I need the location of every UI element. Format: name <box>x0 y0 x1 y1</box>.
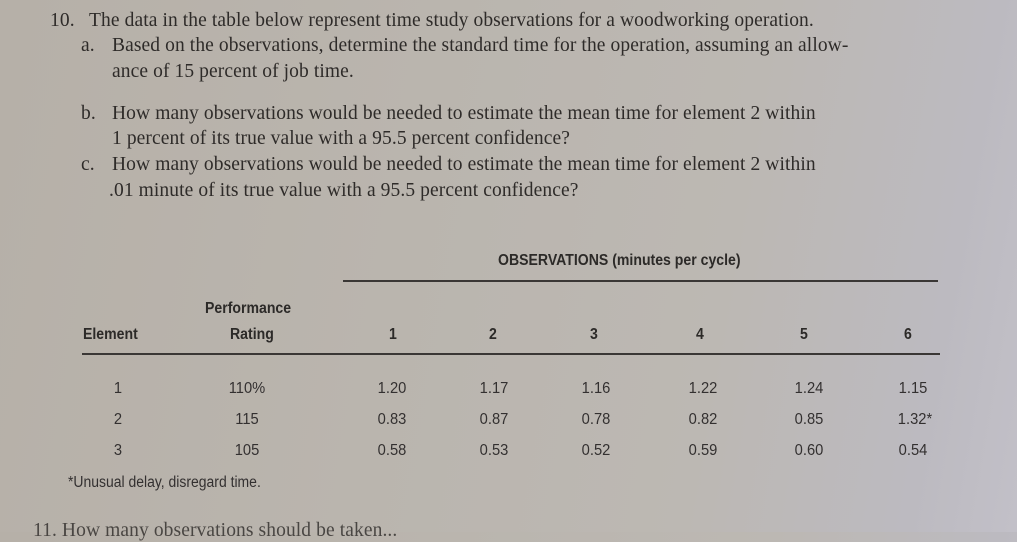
next-problem-partial: 11. How many observations should be take… <box>33 520 397 542</box>
cell-obs: 0.60 <box>794 442 824 459</box>
cell-obs: 0.54 <box>898 442 928 459</box>
cell-obs: 0.82 <box>688 411 718 428</box>
part-b-line2: 1 percent of its true value with a 95.5 … <box>112 128 570 149</box>
table-footnote: *Unusual delay, disregard time. <box>68 474 261 491</box>
cell-obs: 0.52 <box>581 442 611 459</box>
cell-obs: 0.83 <box>377 411 407 428</box>
problem-intro: The data in the table below represent ti… <box>89 10 814 31</box>
cell-obs: 0.59 <box>688 442 718 459</box>
header-obs-4: 4 <box>696 326 704 343</box>
cell-obs: 1.22 <box>688 380 718 397</box>
part-c-label: c. <box>81 154 95 175</box>
part-b-line1: How many observations would be needed to… <box>112 103 816 124</box>
cell-obs: 0.85 <box>794 411 824 428</box>
header-obs-2: 2 <box>489 326 497 343</box>
cell-rating: 110% <box>228 380 266 397</box>
group-header-rule <box>343 280 938 282</box>
cell-rating: 115 <box>235 411 259 428</box>
part-c-line1: How many observations would be needed to… <box>112 154 816 175</box>
cell-obs: 0.87 <box>479 411 509 428</box>
header-obs-5: 5 <box>800 326 808 343</box>
cell-obs: 1.15 <box>898 380 928 397</box>
observations-group-header: OBSERVATIONS (minutes per cycle) <box>498 252 741 269</box>
cell-obs: 1.17 <box>479 380 509 397</box>
cell-element: 2 <box>113 411 123 428</box>
cell-obs: 1.16 <box>581 380 611 397</box>
header-obs-1: 1 <box>389 326 397 343</box>
cell-obs: 1.24 <box>794 380 824 397</box>
header-rating: Rating <box>230 326 274 343</box>
next-problem-text: 11. How many observations should be take… <box>33 520 398 541</box>
header-obs-3: 3 <box>590 326 598 343</box>
cell-obs: 0.78 <box>581 411 611 428</box>
header-performance: Performance <box>205 300 292 317</box>
part-b-label: b. <box>81 103 96 124</box>
cell-obs: 0.58 <box>377 442 407 459</box>
part-a-line1: Based on the observations, determine the… <box>112 35 849 56</box>
header-bottom-rule <box>82 353 940 355</box>
part-a-line2: ance of 15 percent of job time. <box>112 61 354 82</box>
cell-element: 1 <box>113 380 123 397</box>
cell-obs: 0.53 <box>479 442 509 459</box>
cell-rating: 105 <box>234 442 260 459</box>
problem-number: 10. <box>50 10 75 31</box>
part-c-line2: .01 minute of its true value with a 95.5… <box>109 180 579 201</box>
cell-element: 3 <box>113 442 123 459</box>
cell-obs: 1.20 <box>377 380 407 397</box>
cell-obs-flagged: 1.32* <box>897 411 933 428</box>
header-obs-6: 6 <box>904 326 912 343</box>
part-a-label: a. <box>81 35 95 56</box>
header-element: Element <box>83 326 138 343</box>
